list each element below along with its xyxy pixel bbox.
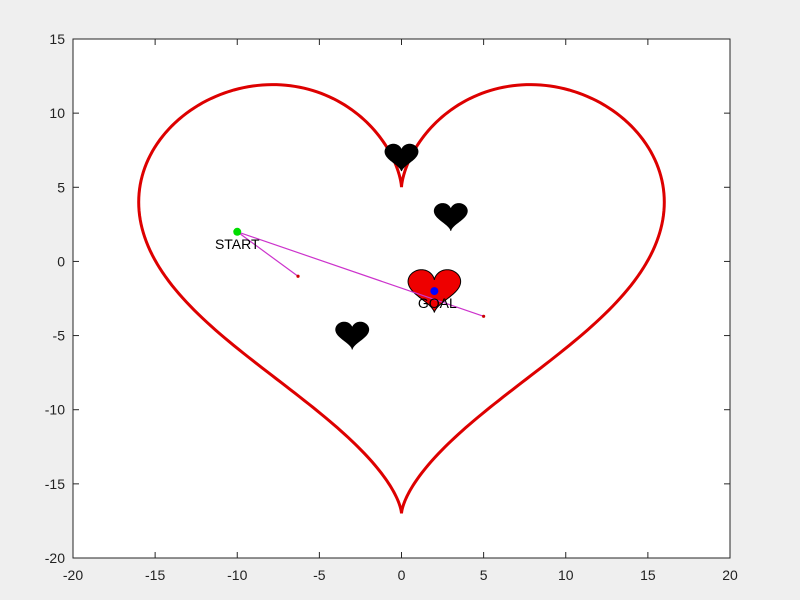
x-tick-label: -5 — [313, 567, 326, 583]
x-tick-label: 10 — [558, 567, 574, 583]
heart-obstacle — [433, 203, 468, 231]
x-tick-label: -15 — [145, 567, 165, 583]
x-tick-label: 0 — [398, 567, 406, 583]
y-tick-label: -15 — [45, 476, 65, 492]
y-tick-label: -5 — [53, 328, 66, 344]
tree-edge — [237, 231, 484, 317]
heart-boundary — [137, 83, 666, 514]
axes-background — [72, 38, 731, 559]
y-tick-label: 10 — [49, 105, 65, 121]
y-tick-label: 15 — [49, 31, 65, 47]
goal-label: GOAL — [418, 295, 457, 311]
y-axis-ticks: -20 -15 -10 -5 0 5 10 15 — [45, 31, 730, 566]
x-tick-label: -20 — [63, 567, 83, 583]
start-marker — [233, 227, 242, 236]
x-tick-label: 15 — [640, 567, 656, 583]
start-label: START — [215, 236, 260, 252]
path-tree — [236, 231, 486, 318]
x-tick-label: -10 — [227, 567, 247, 583]
tree-node — [296, 274, 300, 278]
y-tick-label: -10 — [45, 402, 65, 418]
goal-marker — [430, 287, 439, 296]
x-tick-label: 5 — [480, 567, 488, 583]
y-tick-label: 5 — [57, 179, 65, 195]
y-tick-label: 0 — [57, 253, 65, 269]
heart-obstacle — [384, 143, 419, 172]
x-tick-label: 20 — [722, 567, 738, 583]
heart-obstacle — [335, 321, 370, 350]
tree-node — [482, 314, 486, 318]
tree-edge — [236, 231, 299, 277]
x-axis-ticks: -20 -15 -10 -5 0 5 10 15 20 — [63, 39, 738, 583]
y-tick-label: -20 — [45, 550, 65, 566]
